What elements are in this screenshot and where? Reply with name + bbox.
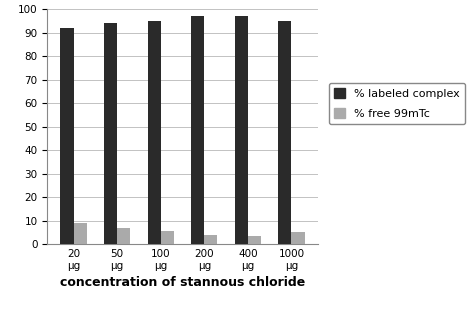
Bar: [278, 21, 292, 244]
Bar: [235, 17, 248, 244]
Bar: [147, 21, 161, 244]
Legend: % labeled complex, % free 99mTc: % labeled complex, % free 99mTc: [328, 83, 465, 124]
Bar: [248, 236, 261, 244]
Bar: [204, 235, 218, 244]
Bar: [61, 28, 73, 244]
Bar: [191, 17, 204, 244]
Bar: [117, 228, 130, 244]
Bar: [292, 232, 304, 244]
Bar: [161, 231, 174, 244]
Bar: [73, 223, 87, 244]
Bar: [104, 23, 117, 244]
X-axis label: concentration of stannous chloride: concentration of stannous chloride: [60, 276, 305, 289]
